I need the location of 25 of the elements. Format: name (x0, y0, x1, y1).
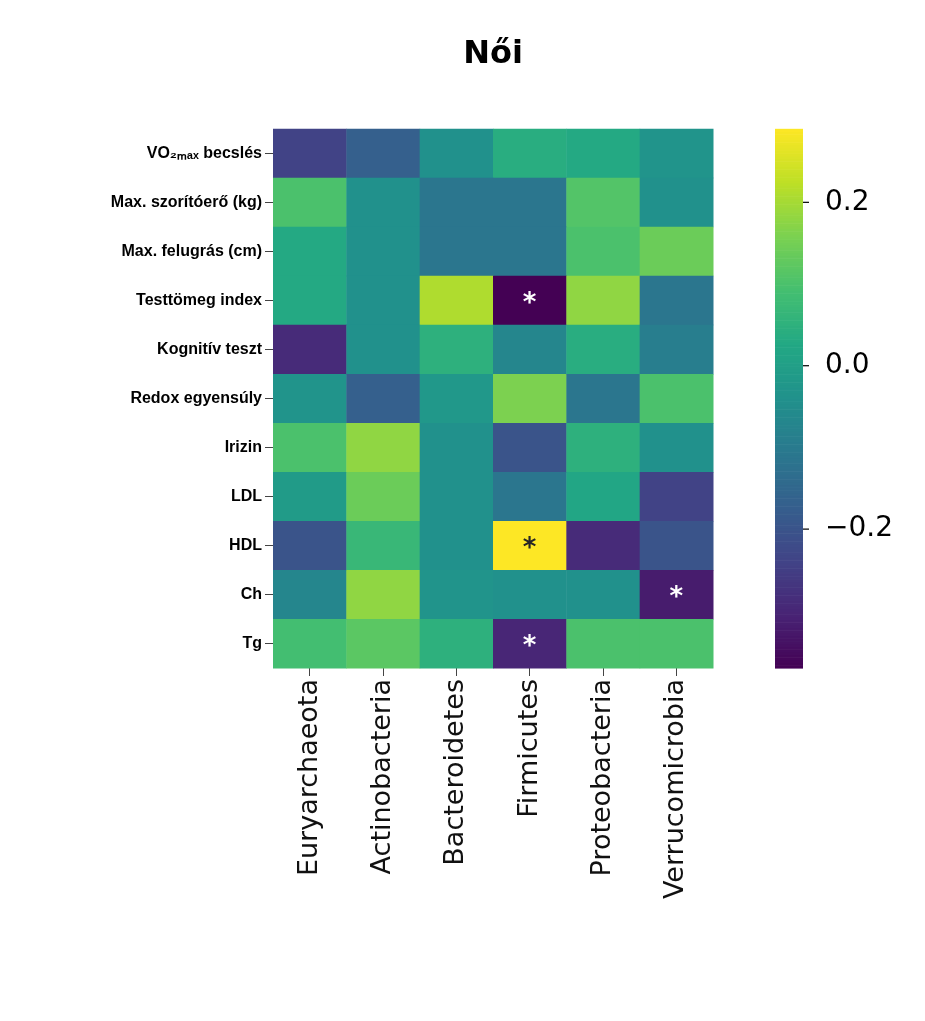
y-tick-label: VO₂ₘₐₓ becslés (146, 143, 263, 161)
y-tick-label: Max. felugrás (cm) (121, 241, 262, 259)
chart-title: Női (463, 33, 523, 71)
y-tick-label: Redox egyensúly (130, 388, 263, 406)
data-label: * (522, 532, 537, 563)
data-label: * (669, 581, 684, 612)
color-bar-label: 0.0 (825, 347, 870, 380)
x-tick-label: Actinobacteria (365, 679, 397, 875)
x-tick-label: Firmicutes (511, 679, 543, 818)
color-bar-label: −0.2 (825, 510, 893, 544)
color-bar-label: 0.2 (825, 183, 870, 217)
y-tick-label: Ch (240, 584, 262, 602)
y-tick-label: Tg (242, 633, 262, 651)
y-tick-label: Max. szorítóerő (kg) (110, 192, 262, 210)
data-label: * (522, 630, 537, 661)
y-tick-label: LDL (230, 486, 263, 504)
data-label: * (522, 287, 537, 318)
x-tick-label: Euryarchaeota (291, 679, 323, 877)
y-tick-label: Kognitív teszt (157, 339, 263, 357)
x-tick-label: Bacteroidetes (438, 679, 470, 866)
y-tick-label: Irizin (224, 437, 262, 455)
x-tick-label: Proteobacteria (585, 679, 617, 877)
x-tick-label: Verrucomicrobia (658, 679, 690, 900)
y-tick-label: HDL (229, 535, 263, 553)
y-tick-label: Testtömeg index (136, 290, 263, 308)
